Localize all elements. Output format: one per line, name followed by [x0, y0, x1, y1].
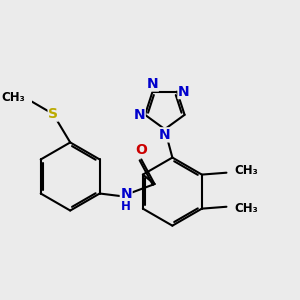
Text: N: N [159, 128, 171, 142]
Text: N: N [134, 108, 145, 122]
Text: CH₃: CH₃ [234, 164, 258, 177]
Text: N: N [120, 187, 132, 200]
Text: S: S [48, 107, 58, 121]
Text: N: N [178, 85, 190, 98]
Text: H: H [121, 200, 131, 213]
Text: N: N [147, 77, 158, 91]
Text: CH₃: CH₃ [1, 91, 25, 103]
Text: CH₃: CH₃ [234, 202, 258, 215]
Text: O: O [135, 143, 147, 157]
